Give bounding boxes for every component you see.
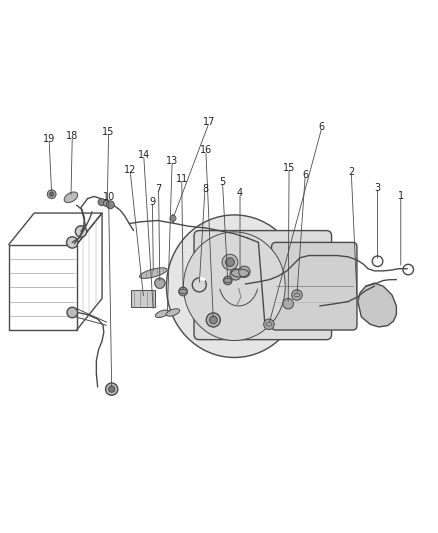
Text: 15: 15	[283, 163, 295, 173]
Text: 14: 14	[138, 150, 150, 160]
Text: 16: 16	[200, 146, 212, 156]
Circle shape	[47, 190, 56, 199]
Circle shape	[106, 201, 114, 209]
Text: 5: 5	[219, 177, 226, 187]
Circle shape	[223, 276, 232, 285]
Ellipse shape	[166, 215, 302, 358]
Text: 4: 4	[237, 188, 243, 198]
Text: 1: 1	[398, 191, 404, 201]
Circle shape	[206, 313, 220, 327]
Circle shape	[98, 199, 105, 206]
FancyBboxPatch shape	[194, 231, 332, 340]
Circle shape	[155, 278, 165, 288]
Circle shape	[49, 192, 54, 197]
Ellipse shape	[166, 309, 180, 316]
Ellipse shape	[184, 232, 285, 341]
Text: 11: 11	[176, 174, 188, 184]
Text: 17: 17	[203, 117, 215, 127]
Text: 10: 10	[102, 192, 115, 203]
Text: 9: 9	[149, 197, 155, 207]
Circle shape	[170, 215, 176, 221]
Ellipse shape	[64, 192, 78, 203]
Circle shape	[222, 254, 238, 270]
Circle shape	[179, 287, 187, 296]
Circle shape	[75, 226, 87, 237]
Circle shape	[67, 307, 78, 318]
Circle shape	[226, 258, 234, 266]
Text: 15: 15	[102, 127, 115, 136]
Text: 7: 7	[155, 183, 162, 193]
Circle shape	[239, 266, 250, 278]
Text: 6: 6	[302, 169, 308, 180]
Circle shape	[283, 298, 293, 309]
Circle shape	[264, 319, 274, 329]
Circle shape	[67, 237, 78, 248]
Text: 8: 8	[202, 183, 208, 193]
Text: 12: 12	[124, 165, 136, 175]
Text: 19: 19	[43, 134, 55, 143]
Text: 6: 6	[319, 122, 325, 132]
Circle shape	[292, 290, 302, 300]
Circle shape	[103, 200, 110, 206]
Circle shape	[209, 316, 217, 324]
Bar	[131, 290, 155, 307]
Polygon shape	[358, 283, 396, 327]
Text: 18: 18	[66, 132, 78, 141]
FancyBboxPatch shape	[272, 243, 357, 330]
Text: 2: 2	[348, 167, 354, 177]
Circle shape	[230, 269, 241, 280]
Text: 3: 3	[374, 183, 381, 192]
Text: 13: 13	[166, 156, 178, 166]
Ellipse shape	[155, 310, 169, 318]
Ellipse shape	[140, 268, 167, 278]
Circle shape	[109, 386, 115, 392]
Circle shape	[106, 383, 118, 395]
